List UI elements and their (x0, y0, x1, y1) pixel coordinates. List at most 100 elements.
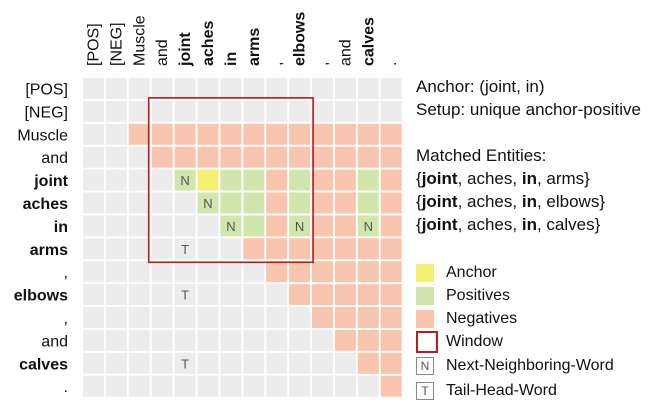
legend-positives-swatch (416, 287, 434, 305)
matrix-cell (105, 375, 127, 397)
column-label: [POS] (86, 23, 103, 66)
matrix-cell (357, 329, 379, 351)
legend-tail-head-word: T Tail-Head-Word (416, 380, 557, 402)
matrix-cell (151, 123, 173, 145)
matrix-cell (380, 238, 402, 260)
matrix-cell (380, 169, 402, 191)
matrix-cell (243, 238, 265, 260)
matrix-cell (83, 284, 104, 306)
matrix-cell (197, 78, 219, 99)
matrix-cell (197, 307, 219, 328)
matrix-cell (174, 78, 196, 99)
matrix-cell (266, 329, 288, 351)
matrix-cell (289, 284, 311, 306)
legend-next-neighboring-label: Next-Neighboring-Word (446, 357, 614, 374)
matrix-cell (83, 352, 104, 374)
row-label: and (41, 333, 68, 350)
matrix-cell (220, 238, 242, 260)
row-label: [POS] (25, 82, 68, 99)
matrix-cell (151, 169, 173, 191)
matrix-cell (105, 352, 127, 374)
matrix-cell (243, 146, 265, 168)
matrix-cell (83, 375, 104, 397)
next-neighboring-marker: N (180, 173, 189, 188)
matrix-cell (83, 215, 104, 237)
matrix-cell (357, 375, 379, 397)
matrix-cell (380, 284, 402, 306)
matrix-cell (380, 352, 402, 374)
matrix-cell (220, 146, 242, 168)
matrix-cell (266, 261, 288, 283)
matrix-cell (197, 100, 219, 122)
matrix-cell (197, 169, 219, 191)
next-neighboring-marker: N (364, 219, 373, 234)
matrix-cell (128, 284, 150, 306)
row-label: Muscle (17, 127, 68, 144)
matrix-cell (174, 146, 196, 168)
matrix-cell (83, 261, 104, 283)
matrix-cells (83, 78, 402, 397)
matrix-cell (128, 375, 150, 397)
matrix-cell (151, 78, 173, 99)
matrix-cell (357, 123, 379, 145)
matrix-cell (289, 215, 311, 237)
matrix-cell (289, 329, 311, 351)
matrix-cell (105, 100, 127, 122)
column-label: and (154, 39, 171, 66)
matrix-cell (128, 192, 150, 214)
matrix-cell (289, 307, 311, 328)
matrix-cell (105, 123, 127, 145)
matrix-cell (151, 192, 173, 214)
matrix-cell (289, 78, 311, 99)
column-label: elbows (292, 12, 309, 66)
matrix-cell (174, 352, 196, 374)
matrix-cell (83, 329, 104, 351)
matrix-cell (334, 100, 356, 122)
matrix-cell (174, 100, 196, 122)
matrix-cell (334, 375, 356, 397)
matrix-cell (266, 352, 288, 374)
matrix-cell (83, 78, 104, 99)
legend-window: Window (416, 331, 503, 353)
anchor-description: Anchor: (joint, in) (416, 77, 545, 96)
matrix-cell (151, 100, 173, 122)
row-label: elbows (14, 288, 68, 305)
matrix-cell (128, 329, 150, 351)
row-label: and (41, 150, 68, 167)
column-label: . (383, 62, 400, 66)
matrix-cell (128, 123, 150, 145)
matched-entity-set: {joint, aches, in, elbows} (416, 192, 605, 211)
matrix-cell (334, 284, 356, 306)
matrix-cell (380, 215, 402, 237)
matrix-cell (151, 146, 173, 168)
matrix-cell (380, 261, 402, 283)
matrix-cell (380, 123, 402, 145)
matrix-cell (357, 352, 379, 374)
row-labels: [POS] [NEG] Muscle and joint aches in arms, elbo… (14, 82, 69, 397)
row-label: calves (19, 356, 68, 373)
tail-head-marker: T (181, 242, 189, 257)
matrix-cell (312, 192, 333, 214)
matrix-cell (128, 307, 150, 328)
matrix-cell (151, 352, 173, 374)
legend-next-neighboring-word: N Next-Neighboring-Word (416, 355, 614, 377)
legend-negatives-swatch (416, 310, 434, 328)
legend-window-swatch (416, 331, 438, 353)
matrix-cell (357, 284, 379, 306)
next-neighboring-marker: N (295, 219, 304, 234)
matrix-cell (312, 284, 333, 306)
column-label: joint (177, 32, 194, 67)
column-label: [NEG] (108, 22, 125, 66)
next-neighboring-marker: N (203, 196, 212, 211)
matrix-cell (380, 329, 402, 351)
matrix-cell (380, 375, 402, 397)
matrix-cell (83, 169, 104, 191)
matrix-cell (151, 215, 173, 237)
matrix-cell (174, 215, 196, 237)
matrix-cell (243, 192, 265, 214)
matrix-cell (83, 146, 104, 168)
legend-t-marker-swatch: T (416, 382, 434, 400)
tail-head-marker: T (181, 288, 189, 303)
matrix-cell (266, 78, 288, 99)
matrix-cell (312, 375, 333, 397)
